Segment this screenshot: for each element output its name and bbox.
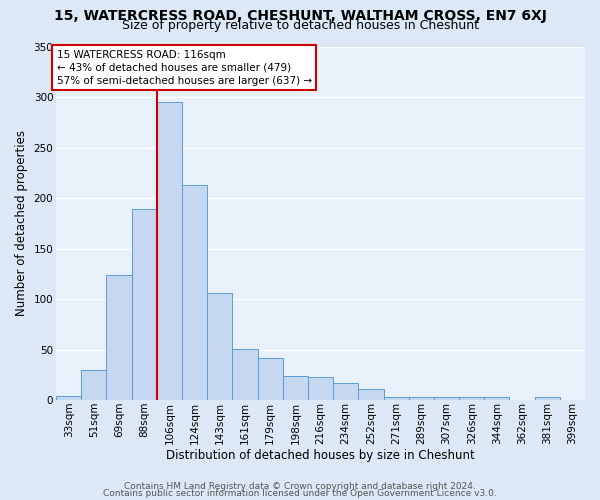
Text: Size of property relative to detached houses in Cheshunt: Size of property relative to detached ho… (121, 19, 479, 32)
Y-axis label: Number of detached properties: Number of detached properties (15, 130, 28, 316)
Text: 15 WATERCRESS ROAD: 116sqm
← 43% of detached houses are smaller (479)
57% of sem: 15 WATERCRESS ROAD: 116sqm ← 43% of deta… (56, 50, 312, 86)
Text: Contains public sector information licensed under the Open Government Licence v3: Contains public sector information licen… (103, 488, 497, 498)
Text: Contains HM Land Registry data © Crown copyright and database right 2024.: Contains HM Land Registry data © Crown c… (124, 482, 476, 491)
Bar (358, 390, 383, 400)
Bar (484, 398, 509, 400)
Text: 15, WATERCRESS ROAD, CHESHUNT, WALTHAM CROSS, EN7 6XJ: 15, WATERCRESS ROAD, CHESHUNT, WALTHAM C… (53, 9, 547, 23)
Bar (56, 396, 81, 400)
Bar (81, 370, 106, 400)
Bar (535, 398, 560, 400)
Bar (459, 398, 484, 400)
Bar (434, 398, 459, 400)
Bar (106, 275, 131, 400)
Bar (383, 398, 409, 400)
Bar (131, 210, 157, 400)
Bar (207, 293, 232, 401)
Bar (257, 358, 283, 401)
Bar (182, 185, 207, 400)
Bar (232, 349, 257, 401)
Bar (333, 383, 358, 400)
Bar (157, 102, 182, 401)
Bar (283, 376, 308, 400)
Bar (409, 398, 434, 400)
X-axis label: Distribution of detached houses by size in Cheshunt: Distribution of detached houses by size … (166, 450, 475, 462)
Bar (308, 377, 333, 400)
